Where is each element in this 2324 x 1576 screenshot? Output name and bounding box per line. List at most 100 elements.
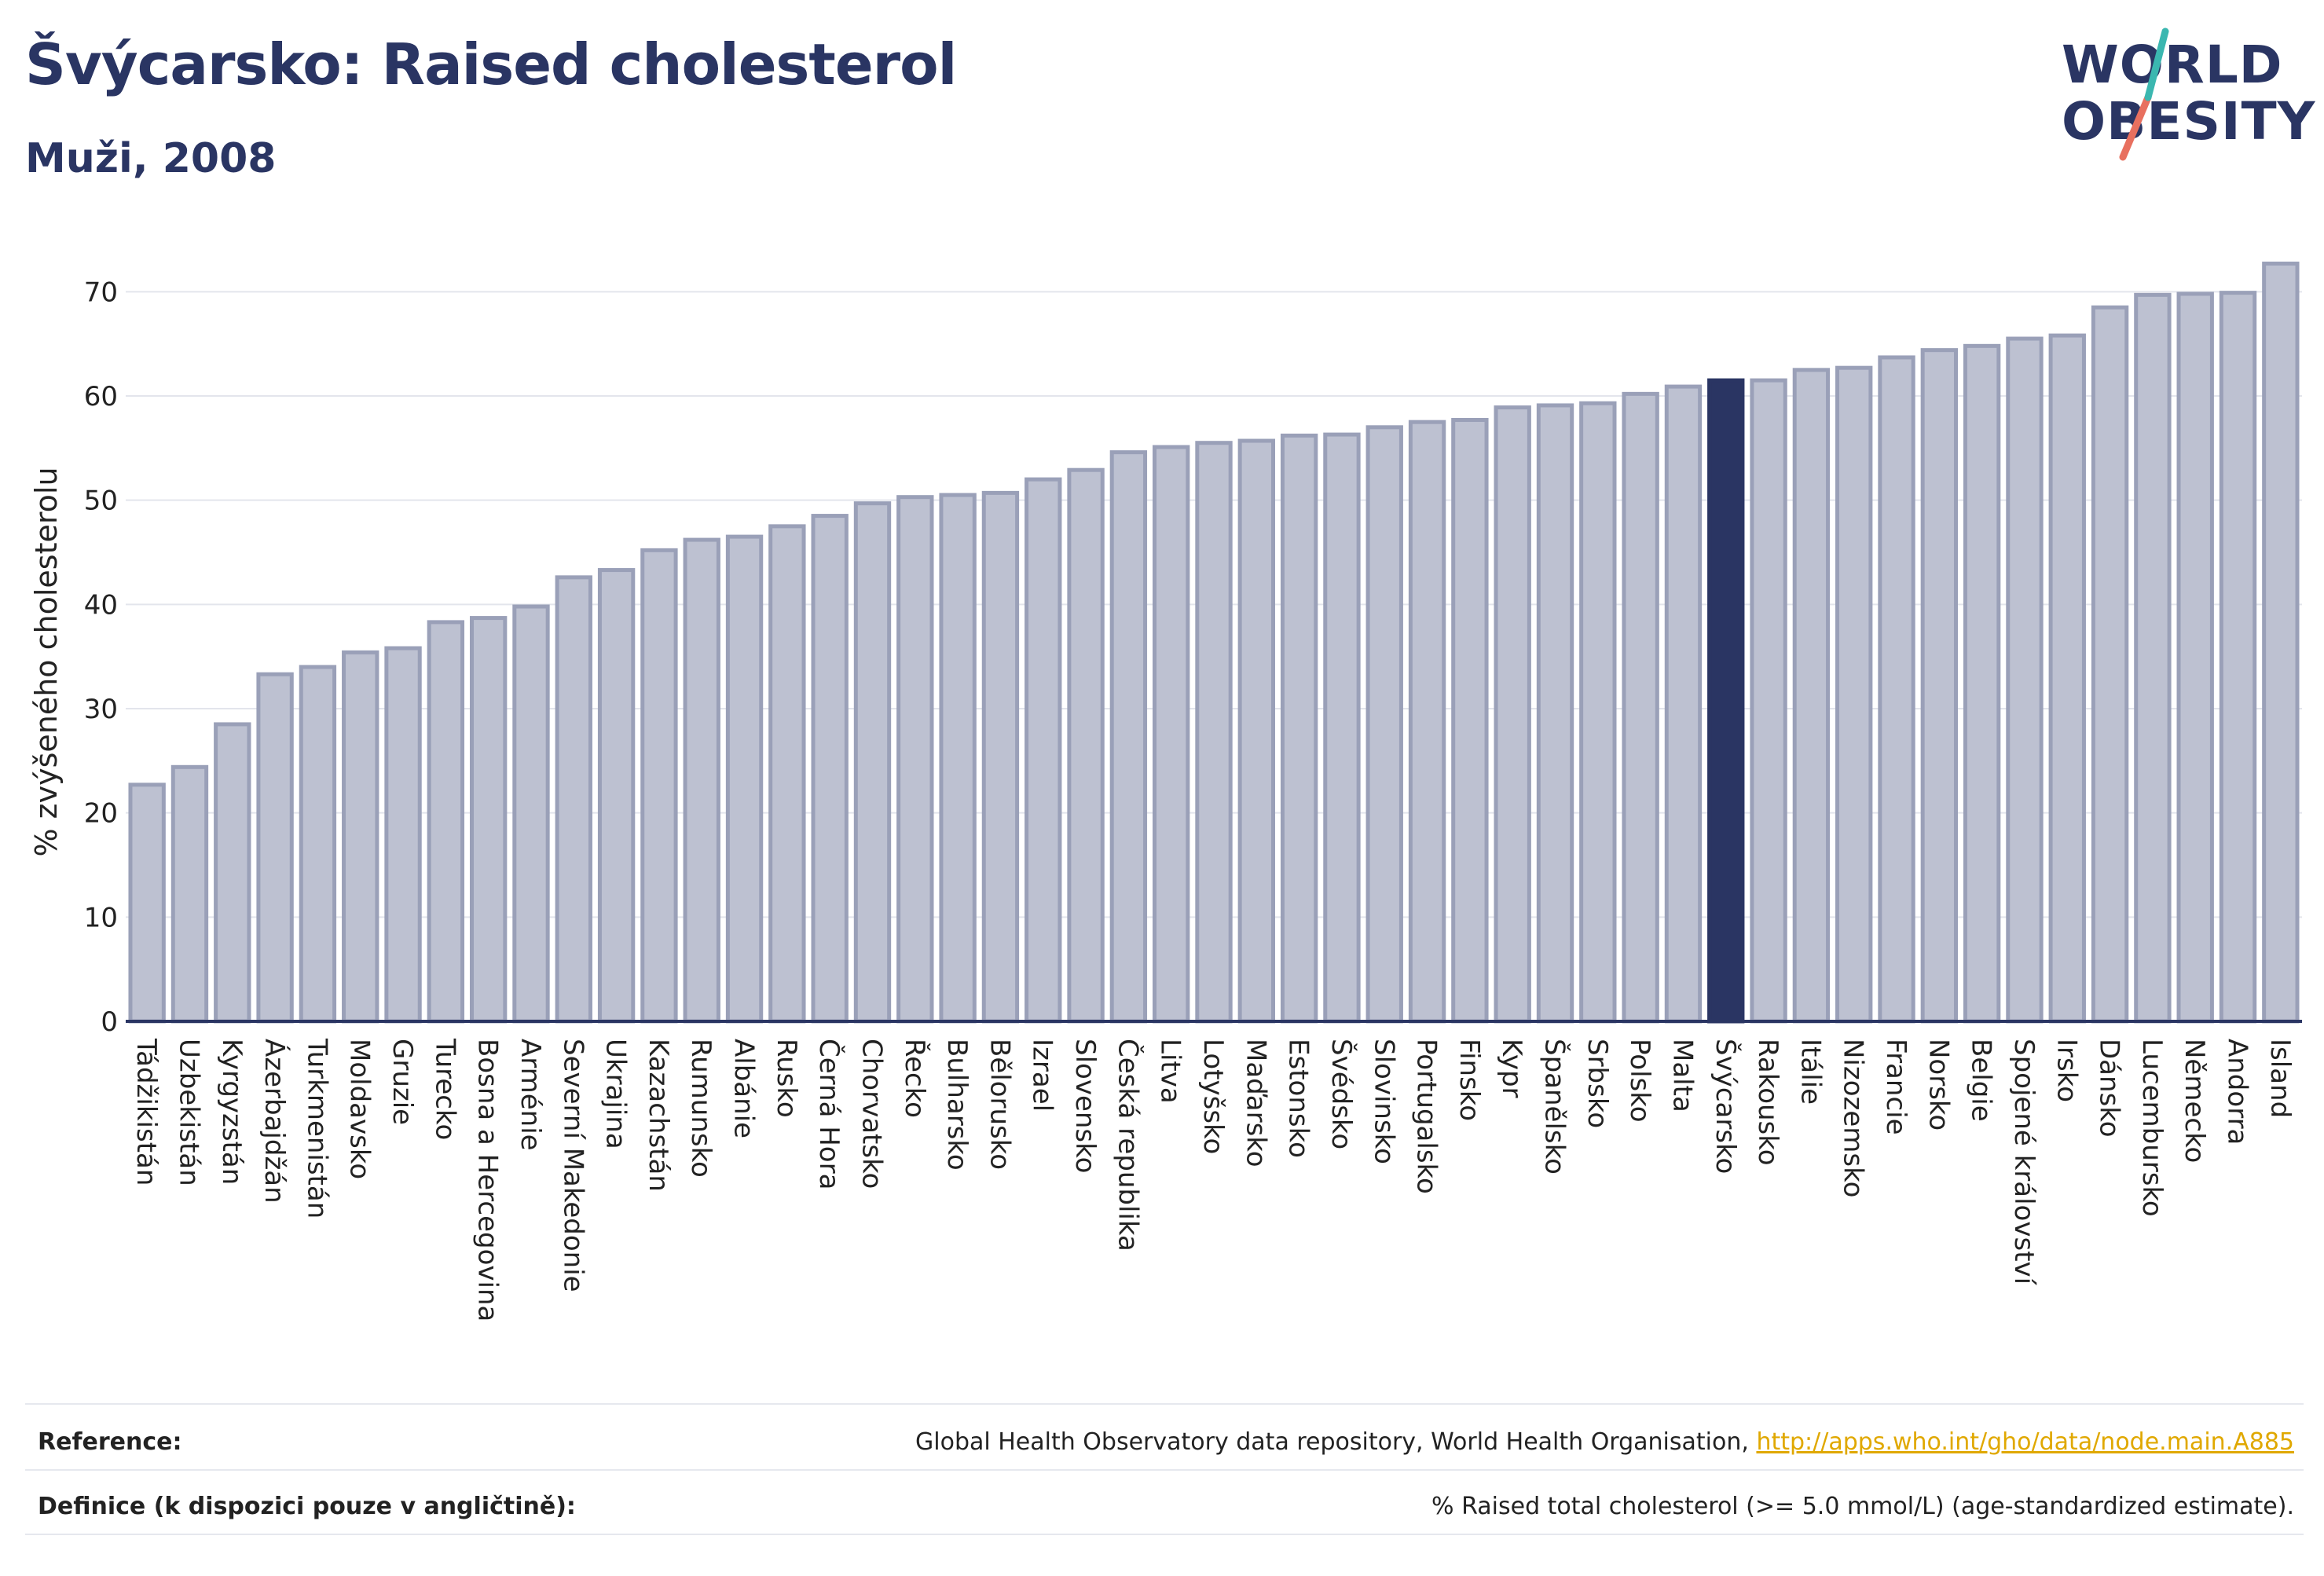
bar [725, 534, 764, 1024]
bar [981, 490, 1020, 1024]
bar [1707, 378, 1745, 1024]
footer-divider [25, 1469, 2304, 1471]
x-tick-label: Litva [1155, 1039, 1186, 1104]
reference-text: Global Health Observatory data repositor… [915, 1428, 1757, 1456]
x-tick-label: Moldavsko [344, 1039, 376, 1179]
x-tick-label: Lucembursko [2136, 1039, 2168, 1217]
x-tick-label: Arménie [515, 1039, 546, 1151]
x-tick-label: Spojené království [2008, 1039, 2040, 1286]
logo-word-obesity: OBESITY [2062, 91, 2316, 152]
y-tick-label: 20 [84, 798, 118, 830]
x-tick-label: Kazachstán [643, 1039, 674, 1192]
bar [853, 501, 892, 1024]
x-tick-label: Malta [1666, 1039, 1698, 1112]
y-tick-label: 50 [84, 486, 118, 517]
bar [1109, 450, 1148, 1024]
footer-divider [25, 1403, 2304, 1405]
x-tick-label: Estonsko [1283, 1039, 1314, 1158]
x-tick-label: Španělsko [1539, 1039, 1571, 1175]
bar [768, 524, 806, 1024]
x-tick-label: Česká republika [1112, 1039, 1144, 1252]
x-tick-label: Polsko [1624, 1039, 1655, 1123]
bar [2262, 262, 2300, 1024]
bar [384, 646, 422, 1024]
bar [1536, 403, 1574, 1024]
footer-divider [25, 1534, 2304, 1535]
bar [128, 783, 166, 1024]
bar [1622, 391, 1659, 1024]
x-tick-label: Maďarsko [1240, 1039, 1271, 1167]
x-tick-label: Švýcarsko [1710, 1039, 1742, 1174]
reference-label: Reference: [38, 1428, 182, 1456]
bar [170, 764, 209, 1024]
bar [2219, 291, 2257, 1024]
x-tick-label: Rumunsko [685, 1039, 717, 1178]
x-tick-label: Kypr [1496, 1039, 1527, 1098]
x-tick-label: Řecko [899, 1039, 931, 1118]
bar [1408, 420, 1446, 1024]
definition-value: % Raised total cholesterol (>= 5.0 mmol/… [1431, 1493, 2294, 1520]
x-tick-label: Turecko [429, 1038, 460, 1140]
x-tick-label: Bulharsko [941, 1039, 973, 1171]
logo-word-world: WORLD [2062, 35, 2283, 95]
bar [683, 537, 720, 1024]
bar [2176, 291, 2214, 1024]
x-tick-label: Černá Hora [813, 1039, 845, 1189]
bar [299, 665, 337, 1024]
x-tick-label: Norsko [1923, 1039, 1954, 1131]
x-tick-label: Německo [2179, 1039, 2210, 1163]
bar [214, 722, 251, 1024]
bar [640, 548, 678, 1024]
bar [1664, 384, 1703, 1024]
bar [512, 604, 550, 1024]
y-tick-label: 40 [84, 589, 118, 621]
bar [811, 514, 849, 1024]
bar [1195, 441, 1233, 1024]
x-tick-label: Chorvatsko [856, 1039, 887, 1189]
x-tick-label: Dánsko [2094, 1039, 2125, 1138]
y-tick-label: 60 [84, 381, 118, 412]
x-tick-label: Finsko [1453, 1039, 1485, 1121]
x-tick-label: Slovensko [1069, 1039, 1101, 1173]
page-title: Švýcarsko: Raised cholesterol [25, 31, 957, 97]
bar [2006, 336, 2044, 1024]
bar [1280, 433, 1318, 1024]
x-tick-label: Turkmenistán [301, 1038, 332, 1219]
bar [939, 493, 977, 1024]
x-tick-label: Andorra [2222, 1039, 2253, 1145]
bar [1365, 425, 1403, 1024]
reference-link[interactable]: http://apps.who.int/gho/data/node.main.A… [1756, 1428, 2294, 1456]
bar [2091, 305, 2129, 1024]
bar [1451, 418, 1489, 1024]
y-axis-label: % zvýšeného cholesterolu [29, 467, 64, 856]
x-tick-label: Belgie [1966, 1039, 1997, 1122]
x-tick-label: Švédsko [1325, 1039, 1358, 1149]
bar [597, 568, 636, 1024]
bar [469, 616, 508, 1024]
x-tick-label: Srbsko [1582, 1039, 1613, 1128]
bar [1750, 378, 1787, 1024]
reference-value: Global Health Observatory data repositor… [915, 1428, 2294, 1456]
x-tick-label: Tádžikistán [130, 1038, 162, 1186]
x-tick-label: Kyrgyzstán [216, 1039, 247, 1185]
bar [1579, 401, 1617, 1024]
x-tick-label: Nizozemsko [1838, 1039, 1869, 1197]
x-tick-label: Izrael [1027, 1039, 1058, 1112]
x-tick-label: Bosna a Hercegovina [472, 1039, 504, 1321]
bar [1494, 405, 1531, 1024]
bar [342, 650, 379, 1024]
bar [896, 495, 934, 1024]
x-tick-label: Gruzie [387, 1039, 418, 1125]
world-obesity-logo: WORLD OBESITY [2051, 22, 2315, 179]
x-tick-label: Rusko [771, 1039, 802, 1118]
bar-chart: 0 10 20 30 40 50 60 70 % zvýšeného cholesterolu T… [29, 262, 2302, 1321]
page-subtitle: Muži, 2008 [25, 135, 277, 182]
x-tick-label: Albánie [728, 1039, 760, 1138]
bar [2134, 292, 2172, 1024]
bar [2048, 333, 2086, 1024]
bar [1878, 355, 1915, 1024]
x-tick-label: Severní Makedonie [557, 1039, 588, 1292]
x-tick-label: Lotyšsko [1197, 1039, 1229, 1154]
x-tick-label: Ukrajina [600, 1039, 632, 1149]
x-tick-label: Slovinsko [1368, 1039, 1399, 1164]
